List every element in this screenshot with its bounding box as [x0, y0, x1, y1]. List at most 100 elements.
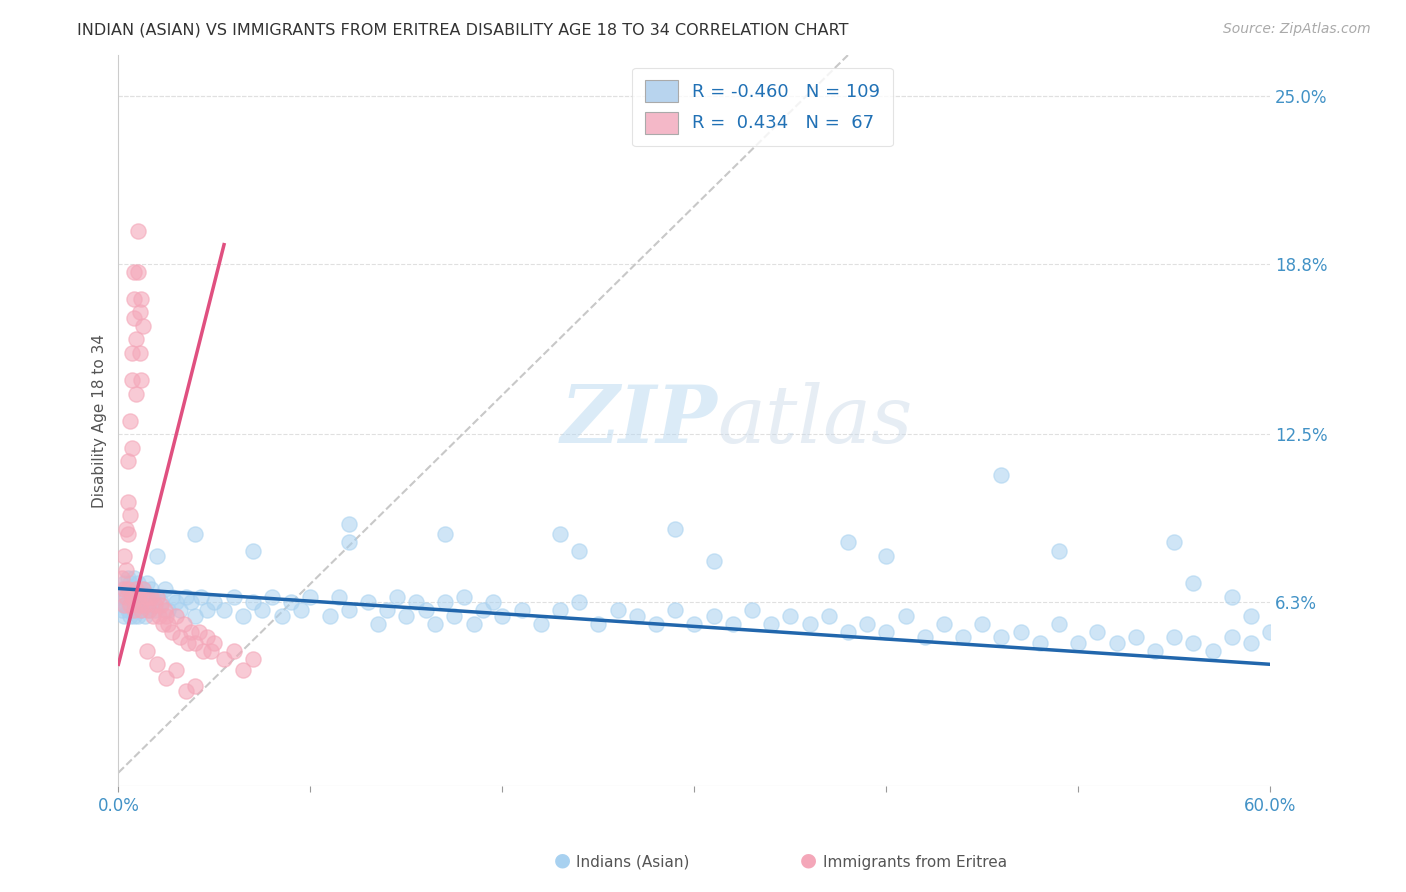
Point — [180, 595, 202, 609]
Text: ●: ● — [554, 851, 571, 870]
Point — [149, 598, 172, 612]
Point — [125, 582, 148, 596]
Point — [1087, 624, 1109, 639]
Point — [146, 657, 169, 672]
Point — [280, 595, 302, 609]
Point — [131, 590, 153, 604]
Point — [115, 522, 138, 536]
Point — [146, 590, 169, 604]
Point — [138, 590, 160, 604]
Point — [174, 684, 197, 698]
Point — [817, 608, 839, 623]
Point — [1201, 644, 1223, 658]
Point — [112, 598, 135, 612]
Point — [128, 595, 150, 609]
Point — [127, 265, 149, 279]
Point — [1240, 608, 1263, 623]
Point — [232, 608, 254, 623]
Point — [337, 516, 360, 531]
Point — [425, 616, 447, 631]
Point — [153, 582, 176, 596]
Point — [136, 595, 159, 609]
Point — [112, 608, 135, 623]
Point — [385, 590, 408, 604]
Point — [122, 590, 145, 604]
Point — [128, 598, 150, 612]
Point — [290, 603, 312, 617]
Point — [195, 603, 218, 617]
Text: Immigrants from Eritrea: Immigrants from Eritrea — [823, 855, 1007, 870]
Point — [136, 590, 159, 604]
Point — [149, 595, 172, 609]
Point — [132, 318, 155, 333]
Point — [121, 590, 143, 604]
Point — [121, 441, 143, 455]
Point — [972, 616, 994, 631]
Point — [142, 590, 165, 604]
Text: Source: ZipAtlas.com: Source: ZipAtlas.com — [1223, 22, 1371, 37]
Point — [875, 549, 897, 563]
Point — [453, 590, 475, 604]
Point — [112, 576, 135, 591]
Point — [118, 590, 141, 604]
Point — [415, 603, 437, 617]
Point — [131, 603, 153, 617]
Point — [155, 608, 177, 623]
Point — [160, 590, 183, 604]
Point — [134, 598, 156, 612]
Point — [952, 630, 974, 644]
Point — [111, 582, 134, 596]
Point — [122, 292, 145, 306]
Point — [588, 616, 610, 631]
Point — [131, 603, 153, 617]
Point — [1220, 590, 1243, 604]
Point — [1010, 624, 1032, 639]
Text: ZIP: ZIP — [561, 382, 717, 459]
Point — [118, 576, 141, 591]
Point — [184, 635, 207, 649]
Point — [195, 630, 218, 644]
Point — [165, 663, 187, 677]
Point — [125, 386, 148, 401]
Point — [481, 595, 503, 609]
Point — [530, 616, 553, 631]
Text: Indians (Asian): Indians (Asian) — [576, 855, 690, 870]
Point — [110, 590, 132, 604]
Point — [117, 454, 139, 468]
Point — [160, 624, 183, 639]
Point — [118, 414, 141, 428]
Point — [1047, 616, 1070, 631]
Point — [188, 624, 211, 639]
Point — [117, 603, 139, 617]
Point — [1240, 635, 1263, 649]
Point — [122, 571, 145, 585]
Point — [153, 603, 176, 617]
Point — [510, 603, 533, 617]
Point — [759, 616, 782, 631]
Point — [242, 543, 264, 558]
Y-axis label: Disability Age 18 to 34: Disability Age 18 to 34 — [93, 334, 107, 508]
Point — [132, 582, 155, 596]
Point — [112, 549, 135, 563]
Point — [169, 603, 191, 617]
Point — [112, 582, 135, 596]
Point — [152, 616, 174, 631]
Legend: R = -0.460   N = 109, R =  0.434   N =  67: R = -0.460 N = 109, R = 0.434 N = 67 — [633, 68, 893, 146]
Point — [270, 608, 292, 623]
Point — [232, 663, 254, 677]
Point — [837, 624, 859, 639]
Point — [204, 635, 226, 649]
Point — [367, 616, 389, 631]
Point — [222, 590, 245, 604]
Point — [115, 598, 138, 612]
Point — [117, 582, 139, 596]
Point — [645, 616, 668, 631]
Point — [122, 310, 145, 325]
Point — [799, 616, 821, 631]
Point — [125, 333, 148, 347]
Point — [252, 603, 274, 617]
Point — [117, 582, 139, 596]
Point — [155, 671, 177, 685]
Point — [328, 590, 350, 604]
Point — [1047, 543, 1070, 558]
